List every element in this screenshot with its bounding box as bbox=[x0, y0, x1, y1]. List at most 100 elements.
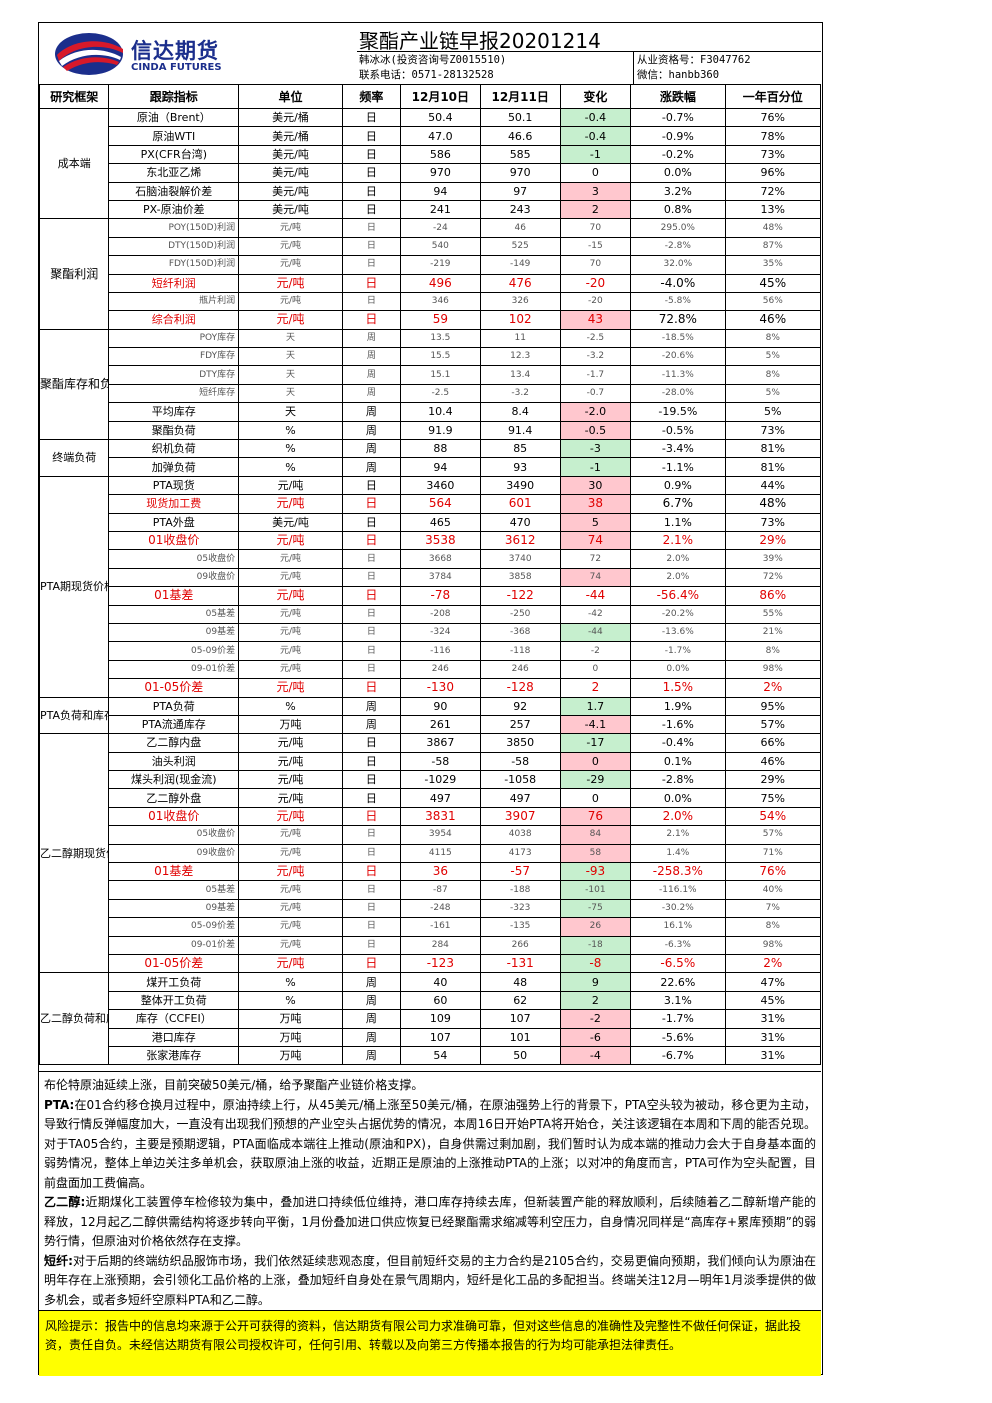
table-row: 09基差 元/吨日 -324 -368 -44 -13.6% 21% bbox=[40, 622, 822, 643]
unit-cell: 元/吨 bbox=[238, 567, 343, 588]
change-pct-cell: -116.1% bbox=[630, 880, 726, 900]
indicator-cell: 原油（Brent） bbox=[108, 107, 240, 128]
frequency-cell: 周 bbox=[341, 696, 401, 716]
value-dec10-cell: 47.0 bbox=[399, 126, 481, 146]
unit-cell: 天 bbox=[238, 365, 343, 385]
analyst-phone: 联系电话：0571-28132528 bbox=[359, 69, 494, 81]
percentile-cell: 8% bbox=[724, 328, 822, 349]
value-dec11-cell: 107 bbox=[479, 1009, 561, 1029]
percentile-cell: 8% bbox=[724, 917, 822, 937]
table-row: 01基差 元/吨日 -78 -122 -44 -56.4% 86% bbox=[40, 586, 822, 606]
table-row: 05-09价差 元/吨日 -161 -135 26 16.1% 8% bbox=[40, 917, 822, 937]
indicator-cell: 加弹负荷 bbox=[108, 457, 240, 477]
unit-cell: % bbox=[238, 990, 343, 1011]
analyst-wechat: 微信：hanbb360 bbox=[637, 69, 720, 81]
value-dec11-cell: -323 bbox=[479, 898, 561, 919]
table-row: 09收盘价 元/吨日 3784 3858 74 2.0% 72% bbox=[40, 567, 822, 588]
value-dec10-cell: -130 bbox=[399, 678, 481, 698]
cinda-logo: 信达期货 CINDA FUTURES bbox=[53, 31, 263, 77]
unit-cell: 元/吨 bbox=[238, 641, 343, 661]
unit-cell: 元/吨 bbox=[238, 604, 343, 624]
percentile-cell: 57% bbox=[724, 825, 822, 845]
indicator-cell: 09-01价差 bbox=[108, 659, 240, 680]
change-cell: -3 bbox=[559, 439, 632, 459]
indicator-cell: 织机负荷 bbox=[108, 439, 240, 459]
frequency-cell: 日 bbox=[341, 181, 401, 201]
indicator-cell: 短纤库存 bbox=[108, 383, 240, 404]
frequency-cell: 日 bbox=[341, 126, 401, 146]
percentile-cell: 5% bbox=[724, 347, 822, 367]
indicator-cell: 01-05价差 bbox=[108, 678, 240, 698]
indicator-cell: 01基差 bbox=[108, 586, 240, 606]
frequency-cell: 日 bbox=[341, 898, 401, 919]
frequency-cell: 日 bbox=[341, 291, 401, 312]
percentile-cell: 71% bbox=[724, 843, 822, 864]
percentile-cell: 76% bbox=[724, 862, 822, 882]
table-row: 现货加工费 元/吨日 564 601 38 6.7% 48% bbox=[40, 494, 822, 514]
report-sheet: 信达期货 CINDA FUTURES 聚酯产业链早报20201214 韩冰冰(投… bbox=[38, 22, 823, 1376]
frequency-cell: 周 bbox=[341, 1045, 401, 1066]
change-cell: -2.5 bbox=[559, 328, 632, 349]
change-cell: -17 bbox=[559, 733, 632, 753]
frequency-cell: 日 bbox=[341, 604, 401, 624]
change-cell: 76 bbox=[559, 806, 632, 827]
cinda-logo-icon bbox=[55, 33, 123, 75]
report-header: 信达期货 CINDA FUTURES 聚酯产业链早报20201214 韩冰冰(投… bbox=[39, 23, 821, 85]
change-cell: -15 bbox=[559, 236, 632, 257]
table-row: 石脑油裂解价差 美元/吨日 94 97 3 3.2% 72% bbox=[40, 181, 822, 201]
value-dec10-cell: 88 bbox=[399, 439, 481, 459]
value-dec11-cell: -122 bbox=[479, 586, 561, 606]
value-dec10-cell: 50.4 bbox=[399, 107, 481, 128]
change-pct-cell: 3.2% bbox=[630, 181, 726, 201]
percentile-cell: 81% bbox=[724, 439, 822, 459]
value-dec10-cell: 246 bbox=[399, 659, 481, 680]
percentile-cell: 55% bbox=[724, 604, 822, 624]
value-dec10-cell: 346 bbox=[399, 291, 481, 312]
value-dec11-cell: 3612 bbox=[479, 530, 561, 551]
table-row: 01-05价差 元/吨日 -123 -131 -8 -6.5% 2% bbox=[40, 953, 822, 974]
indicator-cell: 05收盘价 bbox=[108, 549, 240, 569]
value-dec11-cell: -58 bbox=[479, 751, 561, 772]
indicator-cell: PX(CFR台湾) bbox=[108, 144, 240, 165]
indicator-cell: 05收盘价 bbox=[108, 825, 240, 845]
value-dec10-cell: 3668 bbox=[399, 549, 481, 569]
change-cell: -4 bbox=[559, 1045, 632, 1066]
value-dec11-cell: -131 bbox=[479, 953, 561, 974]
value-dec10-cell: -208 bbox=[399, 604, 481, 624]
value-dec10-cell: 40 bbox=[399, 972, 481, 992]
frequency-cell: 日 bbox=[341, 825, 401, 845]
value-dec11-cell: 601 bbox=[479, 494, 561, 514]
change-cell: 58 bbox=[559, 843, 632, 864]
value-dec10-cell: 15.1 bbox=[399, 365, 481, 385]
unit-cell: 元/吨 bbox=[238, 898, 343, 919]
frequency-cell: 周 bbox=[341, 990, 401, 1011]
unit-cell: 万吨 bbox=[238, 714, 343, 735]
table-row: DTY(150D)利润 元/吨日 540 525 -15 -2.8% 87% bbox=[40, 236, 822, 257]
header-divider-vertical bbox=[633, 51, 634, 84]
indicator-cell: FDY库存 bbox=[108, 347, 240, 367]
frequency-cell: 周 bbox=[341, 365, 401, 385]
col-header: 12月10日 bbox=[399, 84, 481, 109]
change-pct-cell: 0.0% bbox=[630, 163, 726, 183]
change-cell: 74 bbox=[559, 530, 632, 551]
frequency-cell: 日 bbox=[341, 530, 401, 551]
indicator-cell: PX-原油价差 bbox=[108, 199, 240, 220]
value-dec11-cell: 326 bbox=[479, 291, 561, 312]
change-pct-cell: -0.4% bbox=[630, 733, 726, 753]
table-row: PTA负荷和库存 PTA负荷% 周 90 92 1.7 1.9% 95% bbox=[38, 696, 822, 735]
change-cell: 0 bbox=[559, 659, 632, 680]
value-dec11-cell: 11 bbox=[479, 328, 561, 349]
value-dec10-cell: 107 bbox=[399, 1027, 481, 1047]
indicator-cell: 东北亚乙烯 bbox=[108, 163, 240, 183]
indicator-cell: 01基差 bbox=[108, 862, 240, 882]
value-dec10-cell: 59 bbox=[399, 310, 481, 330]
percentile-cell: 47% bbox=[724, 972, 822, 992]
table-row: 整体开工负荷% 周 60 62 2 3.1% 45% bbox=[40, 990, 822, 1011]
percentile-cell: 5% bbox=[724, 383, 822, 404]
value-dec11-cell: 3490 bbox=[479, 475, 561, 496]
indicator-cell: 港口库存 bbox=[108, 1027, 240, 1047]
change-pct-cell: 16.1% bbox=[630, 917, 726, 937]
percentile-cell: 13% bbox=[724, 199, 822, 220]
value-dec10-cell: -58 bbox=[399, 751, 481, 772]
